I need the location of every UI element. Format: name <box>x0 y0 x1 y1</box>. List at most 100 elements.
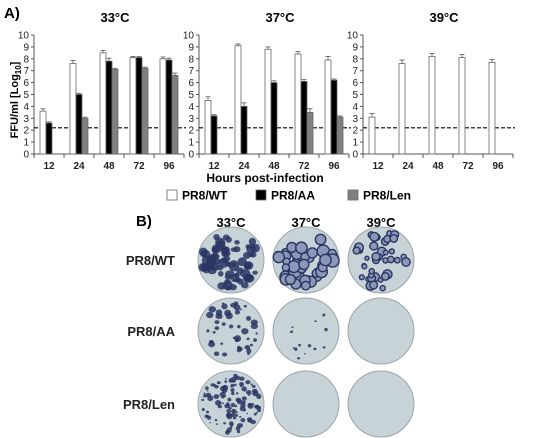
plaque <box>228 421 234 426</box>
x-tick-label: 24 <box>238 161 250 172</box>
plaque <box>220 342 224 345</box>
plaque <box>245 390 252 395</box>
plaque <box>368 267 376 275</box>
plaque <box>250 319 258 326</box>
y-tick-label: 8 <box>352 54 358 65</box>
plaque <box>214 418 218 422</box>
plaque <box>230 262 237 267</box>
plaque <box>236 392 239 395</box>
plaque <box>206 410 210 414</box>
plaque <box>249 251 257 258</box>
y-axis-label: FFU/ml [Log10] <box>9 61 23 138</box>
x-tick-label: 96 <box>492 161 504 172</box>
plate <box>272 226 340 294</box>
panel-title: 33°C <box>100 10 130 25</box>
bar <box>105 60 113 155</box>
plaque <box>207 395 214 402</box>
plaque <box>234 272 240 278</box>
plate <box>347 370 415 438</box>
bar <box>69 63 77 155</box>
y-axis-label-sub: 10 <box>14 65 23 74</box>
y-tick-label: 3 <box>23 114 29 125</box>
y-tick-label: 6 <box>23 78 29 89</box>
y-tick-label: 6 <box>352 78 358 89</box>
bar <box>488 61 496 155</box>
plaque <box>235 413 238 417</box>
y-tick-label: 1 <box>352 138 358 149</box>
y-tick-label: 3 <box>352 114 358 125</box>
plaque <box>231 391 235 396</box>
plaque <box>300 280 311 291</box>
plaque <box>241 386 247 392</box>
y-tick-label: 4 <box>352 102 358 113</box>
plaque <box>252 270 258 275</box>
plaque <box>294 347 298 351</box>
plate-well <box>347 370 415 438</box>
plaque <box>248 237 257 246</box>
y-tick-label: 2 <box>352 126 358 137</box>
plaque <box>245 380 251 385</box>
plaque <box>216 264 224 271</box>
plaque <box>213 351 220 356</box>
plaque <box>304 353 306 355</box>
plaque <box>217 282 226 290</box>
y-tick-label: 5 <box>352 90 358 101</box>
plaque <box>229 425 233 429</box>
plaque <box>227 397 232 402</box>
plaque <box>198 247 208 257</box>
bar <box>39 110 47 155</box>
plaque <box>222 352 228 357</box>
plate <box>347 226 415 294</box>
plate <box>197 370 265 438</box>
bar <box>111 69 119 155</box>
y-tick-label: 3 <box>188 114 194 125</box>
plaque <box>225 430 230 435</box>
plaque <box>291 326 294 329</box>
plaque <box>257 406 262 410</box>
plaque <box>201 408 205 412</box>
bar <box>264 48 272 155</box>
plaque <box>251 393 254 395</box>
x-tick-label: 12 <box>43 161 55 172</box>
plaque <box>243 261 252 270</box>
plaque <box>239 308 242 311</box>
bar <box>294 53 302 155</box>
plaque <box>272 250 285 264</box>
plaque <box>255 411 258 414</box>
plaque <box>240 282 249 289</box>
plaque <box>256 408 262 413</box>
bar <box>398 63 406 155</box>
plaque <box>235 397 242 403</box>
y-tick-label: 5 <box>188 90 194 101</box>
y-tick-label: 7 <box>23 66 29 77</box>
plaque <box>314 320 317 323</box>
plaque <box>231 408 237 414</box>
plate-row-label: PR8/AA <box>127 324 175 339</box>
plaque <box>246 412 249 415</box>
plate <box>347 297 415 365</box>
plaque <box>224 380 228 383</box>
legend: PR8/WT PR8/AA PR8/Len <box>166 189 411 203</box>
plaque <box>236 430 241 434</box>
bar <box>45 122 53 155</box>
plaque <box>234 375 241 381</box>
plaque <box>247 394 251 396</box>
plaque <box>234 404 238 408</box>
plaque <box>228 406 232 410</box>
plaque <box>223 384 227 388</box>
plaque <box>241 396 247 401</box>
plaque <box>220 246 230 255</box>
plaque <box>255 332 258 335</box>
plate <box>272 370 340 438</box>
bar <box>75 94 83 155</box>
plaque <box>250 383 253 386</box>
plaque <box>322 346 326 349</box>
plaque <box>213 394 220 399</box>
plate-row-label: PR8/WT <box>126 253 175 268</box>
plaque <box>251 384 256 388</box>
y-tick-label: 9 <box>188 42 194 53</box>
plaque <box>212 258 221 265</box>
y-tick-label: 0 <box>23 150 29 161</box>
